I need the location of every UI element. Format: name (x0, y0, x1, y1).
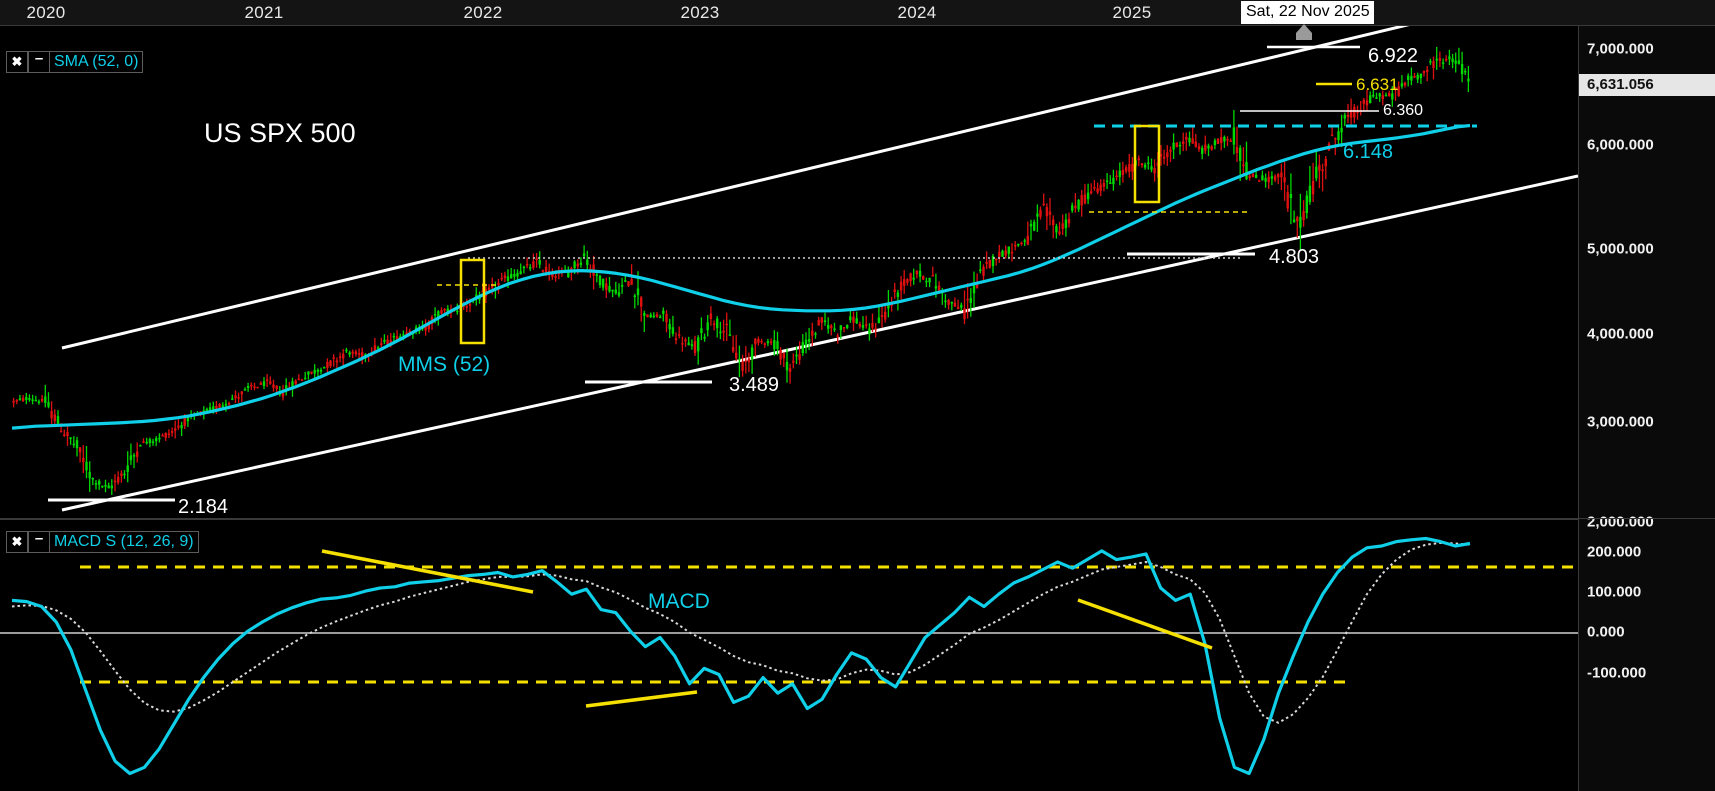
macd-signal-line (11, 541, 1471, 724)
crosshair-date-badge: Sat, 22 Nov 2025 (1241, 1, 1374, 24)
current-price-badge: 6,631.056 (1579, 74, 1715, 96)
crosshair-marker-icon (1296, 24, 1312, 33)
price-tick-6000: 6,000.000 (1587, 136, 1654, 154)
time-tick-2020: 2020 (26, 3, 66, 22)
price-tick-7000: 7,000.000 (1587, 40, 1654, 58)
price-axis[interactable]: 7,000.000 6,631.056 6,000.000 5,000.000 … (1578, 26, 1715, 791)
price-tick-3000: 3,000.000 (1587, 413, 1654, 431)
macd-series-label: MACD (648, 590, 710, 613)
price-tick-5000: 5,000.000 (1587, 240, 1654, 258)
price-tick-2000: 2,000.000 (1587, 513, 1654, 531)
macd-chart-panel[interactable]: MACD (0, 519, 1578, 791)
close-icon[interactable]: ✖ (6, 51, 28, 73)
sma-indicator-legend[interactable]: ✖ – SMA (52, 0) (6, 51, 144, 73)
macd-tick-100: 100.000 (1587, 583, 1642, 601)
lower-channel-line (61, 174, 1578, 512)
highlight-box-2022 (459, 258, 486, 345)
sma-line (11, 123, 1471, 430)
ma-series-label: MMS (52) (398, 353, 491, 376)
macd-chart-svg (0, 536, 1578, 776)
macd-main-line (11, 536, 1471, 776)
macd-bearish-divergence-2025 (1077, 598, 1213, 650)
annotation-2184: 2.184 (178, 496, 229, 518)
macd-bearish-divergence-2022 (321, 549, 534, 594)
upper-channel-line (61, 26, 1410, 350)
minimize-icon[interactable]: – (28, 51, 50, 73)
time-tick-2023: 2023 (680, 3, 720, 22)
page-title: US SPX 500 (204, 118, 356, 148)
annotation-6631: 6.631 (1356, 75, 1399, 94)
minimize-icon[interactable]: – (28, 531, 50, 553)
time-tick-2021: 2021 (244, 3, 284, 22)
annotation-3489: 3.489 (729, 374, 780, 396)
time-axis[interactable]: 2020 2021 2022 2023 2024 2025 (0, 0, 1715, 26)
annotation-6360: 6.360 (1383, 102, 1424, 119)
annotation-4803: 4.803 (1269, 246, 1320, 268)
macd-tick-200: 200.000 (1587, 543, 1642, 561)
macd-indicator-legend[interactable]: ✖ – MACD S (12, 26, 9) (6, 531, 199, 553)
panel-divider[interactable] (0, 518, 1715, 519)
macd-indicator-label: MACD S (12, 26, 9) (50, 531, 199, 553)
price-chart-panel[interactable]: US SPX 500 MMS (52) (0, 26, 1578, 518)
sma-indicator-label: SMA (52, 0) (50, 51, 144, 73)
candlestick-series (12, 46, 1470, 495)
time-tick-2025: 2025 (1112, 3, 1152, 22)
macd-bullish-divergence-2022 (585, 690, 698, 708)
macd-tick-0: 0.000 (1587, 623, 1625, 641)
annotation-6922: 6.922 (1368, 45, 1419, 67)
macd-tick-n100: -100.000 (1587, 664, 1647, 682)
highlight-box-2025 (1133, 124, 1161, 204)
price-chart-svg (11, 26, 1578, 512)
time-tick-2024: 2024 (897, 3, 937, 22)
price-tick-4000: 4,000.000 (1587, 325, 1654, 343)
crosshair-marker-base-icon (1296, 33, 1312, 40)
time-tick-2022: 2022 (463, 3, 503, 22)
annotation-6148: 6.148 (1343, 141, 1394, 163)
close-icon[interactable]: ✖ (6, 531, 28, 553)
